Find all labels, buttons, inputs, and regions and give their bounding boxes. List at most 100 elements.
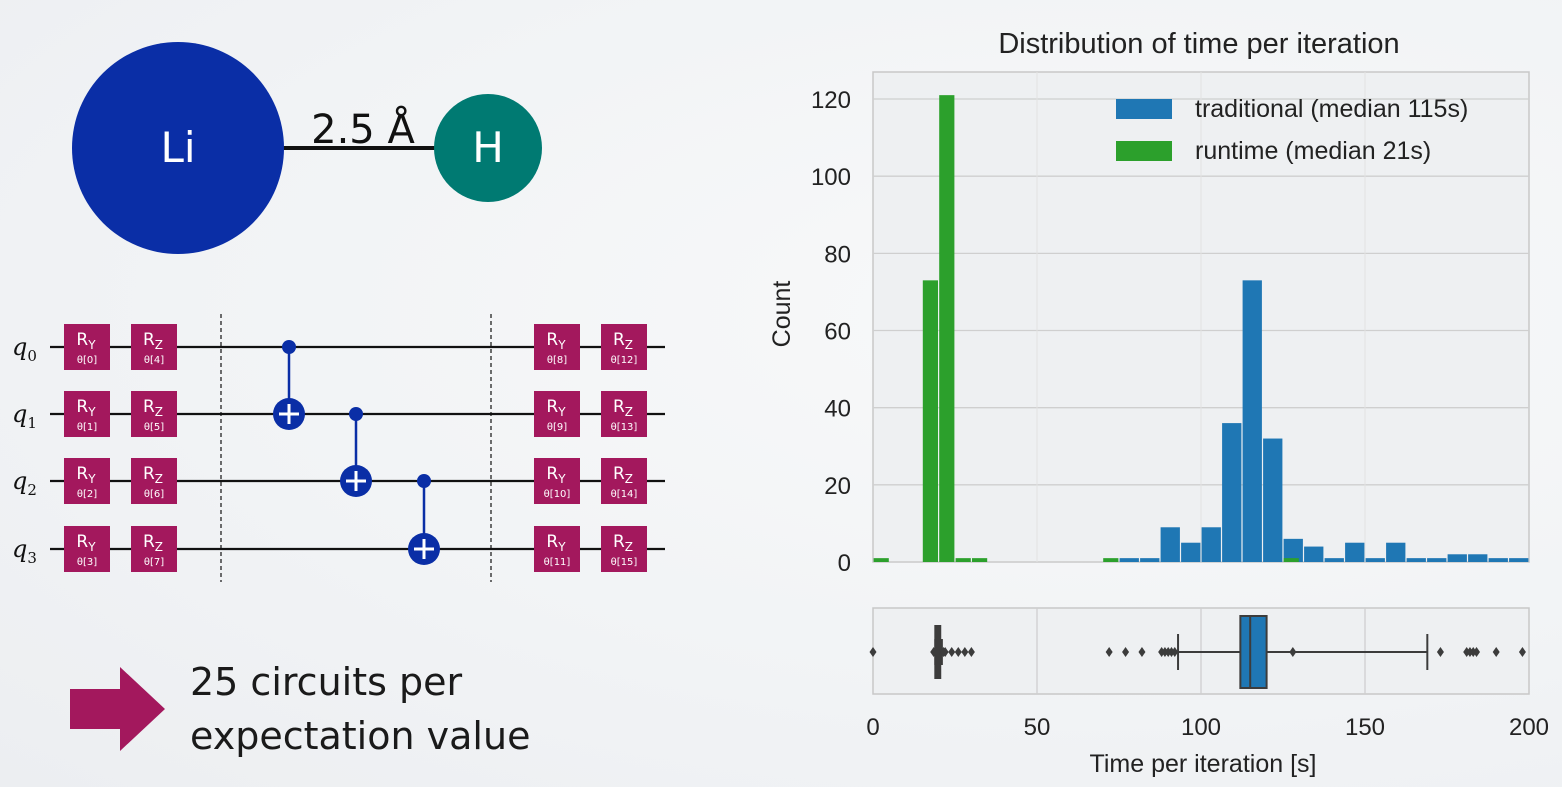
- rotation-gate: [534, 458, 580, 504]
- runtime-outlier: [967, 647, 975, 657]
- gate-label: RZ: [613, 464, 633, 486]
- histogram-bar: [1140, 558, 1160, 562]
- caption-line-1: 25 circuits per: [190, 660, 463, 704]
- rotation-gate: [131, 526, 177, 572]
- gate-label: RY: [546, 532, 566, 554]
- hydrogen-label: H: [472, 123, 504, 172]
- traditional-outlier: [1138, 647, 1146, 657]
- gate-param: θ[13]: [611, 422, 638, 433]
- qubit-label: q2: [12, 467, 37, 499]
- histogram-bar: [1447, 554, 1467, 562]
- traditional-outlier: [1518, 647, 1526, 657]
- y-tick-label: 20: [824, 473, 851, 500]
- gate-param: θ[15]: [611, 557, 638, 568]
- histogram-bar: [1345, 542, 1365, 562]
- gate-param: θ[11]: [544, 557, 571, 568]
- gate-label: RY: [546, 330, 566, 352]
- x-tick-label: 100: [1181, 714, 1221, 741]
- runtime-outlier: [954, 647, 962, 657]
- gate-label: RZ: [143, 532, 163, 554]
- hydrogen-atom: [434, 94, 542, 202]
- lithium-atom: [72, 42, 284, 254]
- bond-length-label: 2.5 Å: [311, 105, 415, 153]
- gate-label: RY: [546, 464, 566, 486]
- cnot-control-dot: [349, 407, 363, 421]
- legend-label: runtime (median 21s): [1195, 137, 1431, 165]
- chart-title: Distribution of time per iteration: [998, 28, 1399, 60]
- traditional-outlier: [1171, 647, 1179, 657]
- traditional-outlier: [1492, 647, 1500, 657]
- histogram-bar: [1488, 558, 1508, 562]
- rotation-gate: [534, 324, 580, 370]
- histogram-bar: [1283, 538, 1303, 562]
- lithium-label: Li: [160, 123, 195, 172]
- y-axis-label: Count: [768, 281, 796, 348]
- legend-swatch: [1116, 141, 1172, 161]
- gate-param: θ[8]: [547, 355, 567, 366]
- histogram-bar: [1263, 438, 1283, 562]
- y-tick-label: 60: [824, 319, 851, 346]
- histogram-bar: [1406, 558, 1426, 562]
- rotation-gate: [131, 458, 177, 504]
- gate-label: RZ: [613, 532, 633, 554]
- gate-label: RY: [76, 464, 96, 486]
- gate-label: RZ: [613, 397, 633, 419]
- histogram-bar: [1427, 558, 1447, 562]
- y-tick-label: 40: [824, 396, 851, 423]
- histogram-bar: [1509, 558, 1529, 562]
- caption-line-2: expectation value: [190, 714, 531, 758]
- qubit-label: q3: [12, 535, 37, 567]
- histogram-bar: [873, 558, 889, 562]
- histogram-bar: [1468, 554, 1488, 562]
- qubit-label: q1: [12, 400, 37, 432]
- histogram-bar: [1181, 542, 1201, 562]
- rotation-gate: [131, 324, 177, 370]
- y-tick-label: 80: [824, 241, 851, 268]
- gate-param: θ[5]: [144, 422, 164, 433]
- x-tick-label: 50: [1024, 714, 1051, 741]
- gate-param: θ[3]: [77, 557, 97, 568]
- cnot-control-dot: [417, 474, 431, 488]
- histogram-bar: [939, 95, 955, 563]
- histogram-bar: [1103, 558, 1119, 562]
- histogram-bar: [1324, 558, 1344, 562]
- histogram-bar: [922, 280, 938, 562]
- histogram-bar: [1365, 558, 1385, 562]
- gate-param: θ[7]: [144, 557, 164, 568]
- rotation-gate: [64, 391, 110, 437]
- legend-swatch: [1116, 99, 1172, 119]
- right-arrow-icon: [70, 667, 165, 751]
- gate-label: RZ: [143, 464, 163, 486]
- rotation-gate: [534, 391, 580, 437]
- runtime-outlier: [933, 647, 941, 657]
- gate-label: RZ: [143, 397, 163, 419]
- rotation-gate: [64, 458, 110, 504]
- gate-param: θ[2]: [77, 489, 97, 500]
- traditional-outlier: [1122, 647, 1130, 657]
- histogram-bar: [955, 558, 971, 562]
- gate-label: RY: [76, 330, 96, 352]
- gate-label: RY: [76, 532, 96, 554]
- traditional-box: [1239, 615, 1268, 689]
- lih-molecule: Li H 2.5 Å: [72, 42, 542, 254]
- gate-param: θ[10]: [544, 489, 571, 500]
- x-tick-label: 0: [866, 714, 879, 741]
- gate-param: θ[0]: [77, 355, 97, 366]
- legend-label: traditional (median 115s): [1195, 95, 1468, 123]
- histogram-bar: [1119, 558, 1139, 562]
- gate-param: θ[12]: [611, 355, 638, 366]
- rotation-gate: [601, 324, 647, 370]
- gate-param: θ[4]: [144, 355, 164, 366]
- histogram-bar: [1304, 546, 1324, 562]
- rotation-gate: [601, 391, 647, 437]
- traditional-outlier: [1289, 647, 1297, 657]
- histogram-bar: [1222, 423, 1242, 562]
- qubit-label: q0: [12, 333, 37, 365]
- y-tick-label: 100: [811, 164, 851, 191]
- histogram-bar: [1386, 542, 1406, 562]
- rotation-gate: [601, 526, 647, 572]
- histogram-bar: [1160, 527, 1180, 562]
- histogram-bar: [972, 558, 988, 562]
- gate-label: RY: [546, 397, 566, 419]
- runtime-outlier: [948, 647, 956, 657]
